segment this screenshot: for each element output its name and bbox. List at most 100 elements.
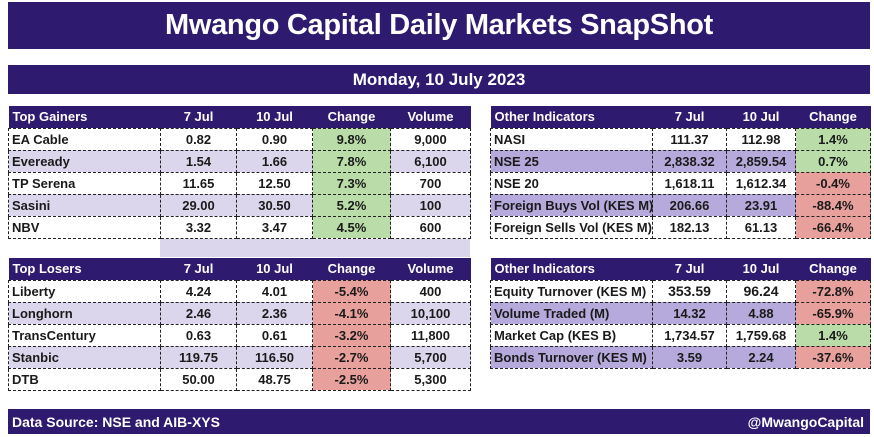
column-header: Volume: [390, 106, 471, 128]
prev-value: 111.37: [652, 127, 727, 151]
change-value: 7.8%: [312, 149, 391, 173]
change-value: 7.3%: [312, 171, 391, 195]
change-value: -2.7%: [312, 345, 391, 369]
curr-value: 96.24: [726, 279, 796, 303]
table-row: NBV 3.32 3.47 4.5% 600: [8, 215, 471, 239]
prev-price: 0.82: [160, 127, 237, 151]
volume-value: 600: [390, 215, 471, 239]
prev-price: 2.46: [160, 301, 237, 325]
column-header: 10 Jul: [236, 106, 313, 128]
table-row: Foreign Sells Vol (KES M) 182.13 61.13 -…: [490, 215, 871, 239]
change-value: -37.6%: [795, 345, 871, 369]
table-row: NSE 25 2,838.32 2,859.54 0.7%: [490, 149, 871, 173]
prev-value: 206.66: [652, 193, 727, 217]
volume-value: 10,100: [390, 301, 471, 325]
column-header: Change: [312, 106, 391, 128]
change-value: -0.4%: [795, 171, 871, 195]
volume-value: 100: [390, 193, 471, 217]
prev-price: 29.00: [160, 193, 237, 217]
volume-value: 700: [390, 171, 471, 195]
column-header: Other Indicators: [490, 106, 653, 128]
change-value: -3.2%: [312, 323, 391, 347]
prev-price: 4.24: [160, 279, 237, 303]
change-value: -65.9%: [795, 301, 871, 325]
table-header-row: Top Gainers 7 Jul 10 Jul Change Volume: [8, 106, 471, 128]
table-row: Stanbic 119.75 116.50 -2.7% 5,700: [8, 345, 471, 369]
table-row: Volume Traded (M) 14.32 4.88 -65.9%: [490, 301, 871, 325]
change-value: 5.2%: [312, 193, 391, 217]
stock-name: TP Serena: [8, 171, 161, 195]
column-header: 7 Jul: [160, 106, 237, 128]
change-value: -88.4%: [795, 193, 871, 217]
top-gainers-table: Top Gainers 7 Jul 10 Jul Change Volume E…: [8, 106, 471, 239]
column-header: 10 Jul: [726, 258, 796, 280]
table-row: Foreign Buys Vol (KES M) 206.66 23.91 -8…: [490, 193, 871, 217]
change-value: -66.4%: [795, 215, 871, 239]
curr-price: 2.36: [236, 301, 313, 325]
curr-price: 0.90: [236, 127, 313, 151]
stock-name: Sasini: [8, 193, 161, 217]
prev-price: 11.65: [160, 171, 237, 195]
change-value: -5.4%: [312, 279, 391, 303]
stock-name: Longhorn: [8, 301, 161, 325]
indicator-name: Market Cap (KES B): [490, 323, 653, 347]
stock-name: DTB: [8, 367, 161, 391]
change-value: 4.5%: [312, 215, 391, 239]
column-header: 7 Jul: [160, 258, 237, 280]
spacer-band: [160, 239, 470, 257]
table-row: Bonds Turnover (KES M) 3.59 2.24 -37.6%: [490, 345, 871, 369]
column-header: Other Indicators: [490, 258, 653, 280]
curr-price: 1.66: [236, 149, 313, 173]
volume-value: 9,000: [390, 127, 471, 151]
indicator-name: Bonds Turnover (KES M): [490, 345, 653, 369]
curr-value: 1,612.34: [726, 171, 796, 195]
market-indices-table: Other Indicators 7 Jul 10 Jul Change NAS…: [490, 106, 871, 239]
table-row: Sasini 29.00 30.50 5.2% 100: [8, 193, 471, 217]
prev-price: 0.63: [160, 323, 237, 347]
change-value: 9.8%: [312, 127, 391, 151]
prev-price: 1.54: [160, 149, 237, 173]
indicator-name: Foreign Sells Vol (KES M): [490, 215, 653, 239]
table-row: EA Cable 0.82 0.90 9.8% 9,000: [8, 127, 471, 151]
column-header: Top Losers: [8, 258, 161, 280]
column-header: Change: [795, 106, 871, 128]
footer: Data Source: NSE and AIB-XYS @MwangoCapi…: [8, 409, 870, 434]
curr-price: 0.61: [236, 323, 313, 347]
curr-value: 4.88: [726, 301, 796, 325]
page-title: Mwango Capital Daily Markets SnapShot: [8, 2, 870, 49]
stock-name: Stanbic: [8, 345, 161, 369]
table-row: Longhorn 2.46 2.36 -4.1% 10,100: [8, 301, 471, 325]
indicator-name: Foreign Buys Vol (KES M): [490, 193, 653, 217]
curr-value: 2,859.54: [726, 149, 796, 173]
prev-price: 3.32: [160, 215, 237, 239]
stock-name: EA Cable: [8, 127, 161, 151]
prev-price: 50.00: [160, 367, 237, 391]
curr-value: 61.13: [726, 215, 796, 239]
table-header-row: Other Indicators 7 Jul 10 Jul Change: [490, 258, 871, 280]
prev-value: 182.13: [652, 215, 727, 239]
change-value: 1.4%: [795, 127, 871, 151]
change-value: -2.5%: [312, 367, 391, 391]
prev-value: 3.59: [652, 345, 727, 369]
column-header: 7 Jul: [652, 258, 727, 280]
column-header: 10 Jul: [236, 258, 313, 280]
change-value: 0.7%: [795, 149, 871, 173]
stock-name: NBV: [8, 215, 161, 239]
stock-name: TransCentury: [8, 323, 161, 347]
data-source-label: Data Source: NSE and AIB-XYS: [12, 413, 220, 430]
volume-value: 5,300: [390, 367, 471, 391]
curr-value: 2.24: [726, 345, 796, 369]
table-row: Liberty 4.24 4.01 -5.4% 400: [8, 279, 471, 303]
indicator-name: Volume Traded (M): [490, 301, 653, 325]
column-header: Change: [795, 258, 871, 280]
social-handle: @MwangoCapital: [747, 413, 864, 430]
indicator-name: NSE 25: [490, 149, 653, 173]
curr-value: 23.91: [726, 193, 796, 217]
column-header: Top Gainers: [8, 106, 161, 128]
indicator-name: Equity Turnover (KES M): [490, 279, 653, 303]
curr-price: 4.01: [236, 279, 313, 303]
table-row: TransCentury 0.63 0.61 -3.2% 11,800: [8, 323, 471, 347]
column-header: 7 Jul: [652, 106, 727, 128]
table-row: DTB 50.00 48.75 -2.5% 5,300: [8, 367, 471, 391]
stock-name: Eveready: [8, 149, 161, 173]
